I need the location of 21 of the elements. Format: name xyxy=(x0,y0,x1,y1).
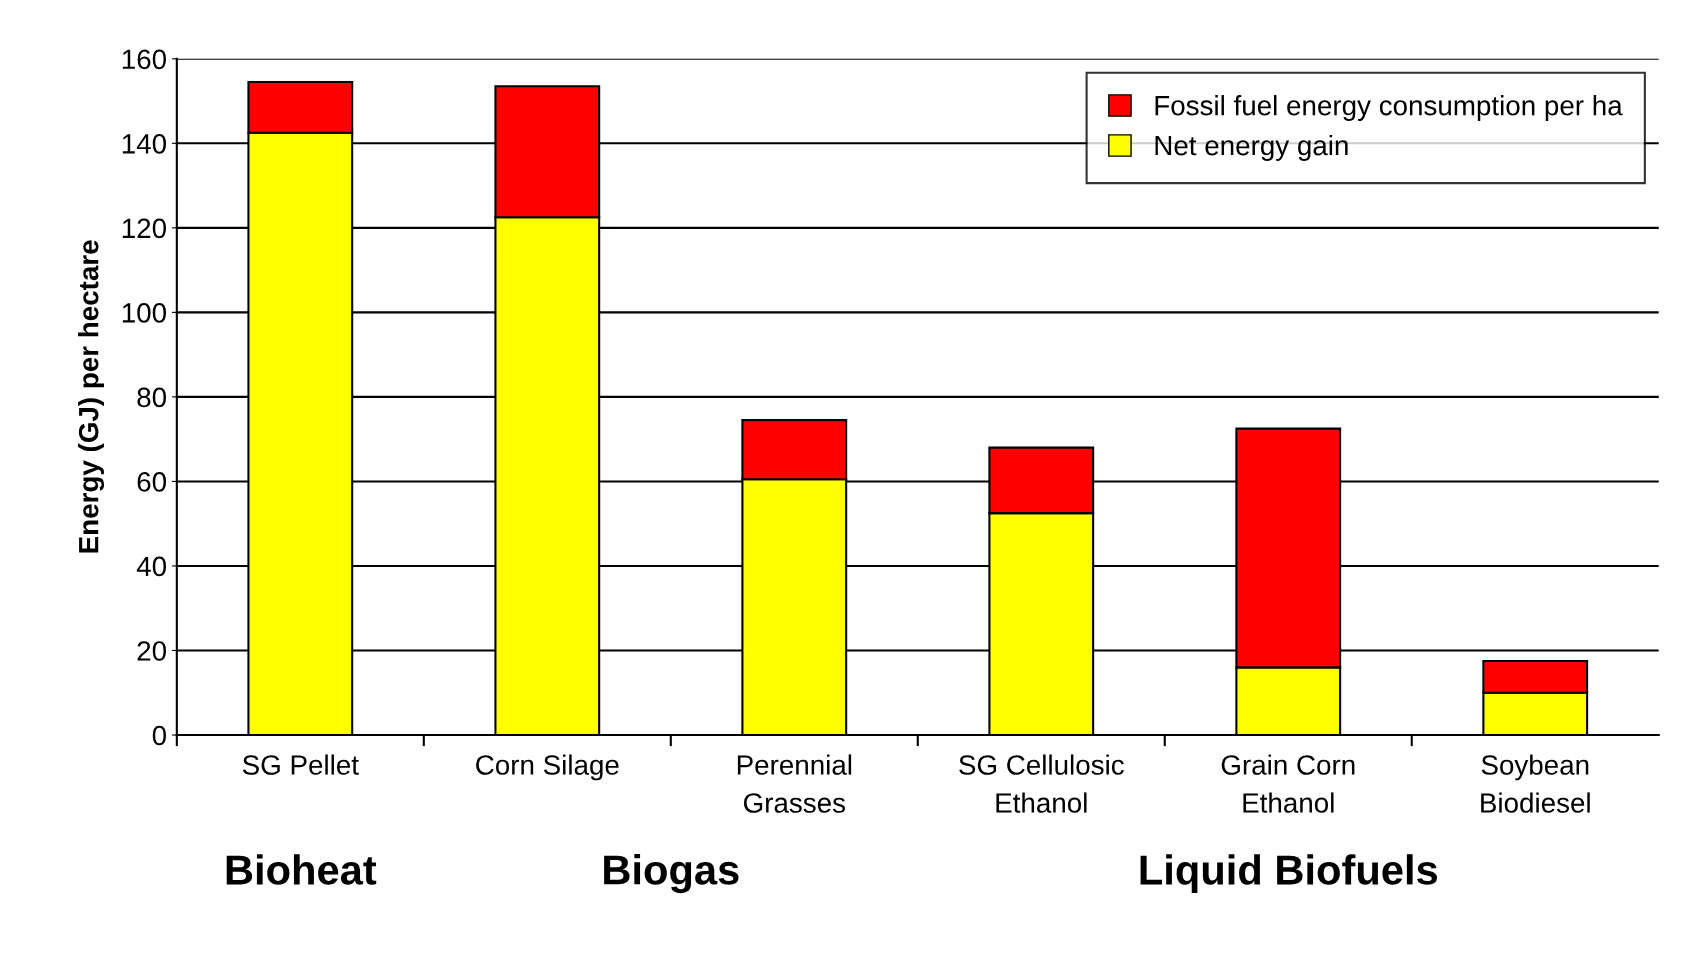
x-tick-label: Perennial Grasses xyxy=(737,754,852,813)
legend-label: Net energy gain xyxy=(1155,134,1348,161)
y-tick-label: 120 xyxy=(122,218,167,239)
y-tick-label: 100 xyxy=(122,303,167,323)
y-axis-title: Energy (GJ) per hectare xyxy=(78,240,105,553)
y-tick-label: 80 xyxy=(137,387,167,408)
x-tick-label: Corn Silage xyxy=(476,754,619,781)
y-tick-label: 0 xyxy=(152,725,167,746)
y-tick-label: 60 xyxy=(137,472,167,492)
x-tick-label: Soybean Biodiesel xyxy=(1481,754,1590,813)
y-tick-label: 40 xyxy=(136,556,167,577)
x-tick-label: SG Cellulosic Ethanol xyxy=(959,754,1124,813)
text: Bioheat xyxy=(226,854,377,885)
y-tick-label: 160 xyxy=(122,49,167,70)
legend-label: Fossil fuel energy consumption per ha xyxy=(1155,95,1623,121)
text: Biogas xyxy=(604,854,739,894)
y-tick-label: 20 xyxy=(137,641,167,661)
text: Liquid Biofuels xyxy=(1140,854,1438,894)
x-tick-label: Grain Corn Ethanol xyxy=(1221,754,1355,813)
y-tick-label: 140 xyxy=(122,133,167,154)
x-tick-label: SG Pellet xyxy=(242,754,359,775)
